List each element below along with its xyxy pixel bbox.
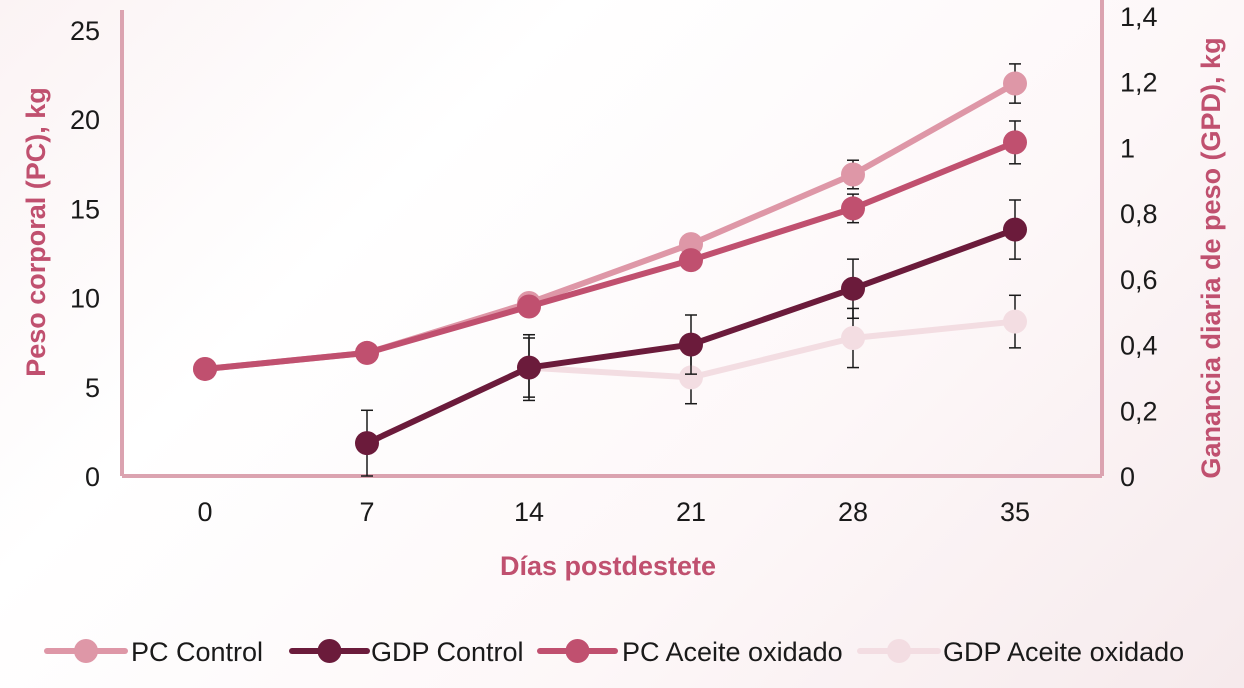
data-point	[841, 196, 865, 221]
y-axis-title-left: Peso corporal (PC), kg	[21, 87, 51, 377]
data-point	[679, 332, 703, 357]
x-tick-label: 21	[676, 497, 706, 527]
data-point	[841, 162, 865, 187]
y-tick-label-left: 25	[70, 16, 100, 46]
legend-label: PC Control	[131, 637, 263, 667]
legend-label: GDP Aceite oxidado	[943, 637, 1184, 667]
legend: PC Control GDP Control PC Aceite oxidado GD…	[44, 637, 1184, 667]
axes	[120, 0, 1104, 478]
data-point	[193, 356, 217, 381]
y-tick-label-right: 1	[1120, 133, 1135, 163]
data-point	[1003, 130, 1027, 155]
series-gdp-control	[355, 199, 1027, 477]
x-tick-label: 0	[197, 497, 212, 527]
legend-swatch-marker	[565, 639, 590, 663]
series-layer	[193, 63, 1027, 477]
y-tick-label-right: 0,4	[1120, 331, 1158, 361]
legend-swatch-marker	[887, 639, 911, 663]
data-point	[355, 340, 379, 365]
x-axis-title: Días postdestete	[500, 551, 716, 581]
data-point	[841, 276, 865, 301]
x-tick-label: 14	[514, 497, 544, 527]
legend-label: GDP Control	[371, 637, 524, 667]
data-point	[517, 294, 541, 319]
y-tick-label-right: 0,2	[1120, 396, 1158, 426]
data-point	[679, 365, 703, 390]
x-tick-label: 7	[359, 497, 374, 527]
y-tick-label-left: 15	[70, 194, 100, 224]
series-line	[526, 318, 1018, 381]
data-point	[355, 431, 379, 456]
legend-swatch-marker	[74, 639, 98, 663]
data-point	[1003, 309, 1027, 334]
y-tick-label-left: 5	[85, 373, 100, 403]
y-tick-label-right: 0,8	[1120, 199, 1158, 229]
left-tick-labels: 0 5 10 15 20 25	[70, 16, 100, 492]
right-tick-labels: 0 0,2 0,4 0,6 0,8 1 1,2 1,4	[1120, 2, 1158, 492]
legend-label: PC Aceite oxidado	[622, 637, 843, 667]
y-tick-label-right: 0	[1120, 462, 1135, 492]
y-tick-label-right: 0,6	[1120, 265, 1158, 295]
legend-swatch-marker	[317, 639, 342, 663]
series-pc-aceite-oxidado	[193, 120, 1027, 381]
data-point	[679, 248, 703, 273]
data-point	[1003, 71, 1027, 96]
y-axis-title-right: Ganancia diaria de peso (GPD), kg	[1196, 37, 1226, 478]
y-tick-label-right: 1,2	[1120, 68, 1158, 98]
series-line	[202, 80, 1018, 372]
y-tick-label-left: 0	[85, 462, 100, 492]
y-tick-label-right: 1,4	[1120, 2, 1158, 32]
series-gdp-aceite-oxidado	[517, 294, 1027, 405]
series-line	[202, 139, 1018, 372]
x-tick-label: 35	[1000, 497, 1030, 527]
legend-item: PC Control	[44, 637, 263, 667]
legend-item: GDP Aceite oxidado	[857, 637, 1184, 667]
legend-item: GDP Control	[289, 637, 524, 667]
x-tick-labels: 0 7 14 21 28 35	[197, 497, 1030, 527]
y-tick-label-left: 20	[70, 105, 100, 135]
y-tick-label-left: 10	[70, 284, 100, 314]
data-point	[841, 326, 865, 350]
legend-item: PC Aceite oxidado	[537, 637, 843, 667]
x-tick-label: 28	[838, 497, 868, 527]
data-point	[517, 355, 541, 380]
data-point	[1003, 217, 1027, 242]
